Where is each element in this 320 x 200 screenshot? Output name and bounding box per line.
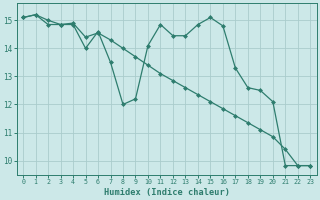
- X-axis label: Humidex (Indice chaleur): Humidex (Indice chaleur): [104, 188, 230, 197]
